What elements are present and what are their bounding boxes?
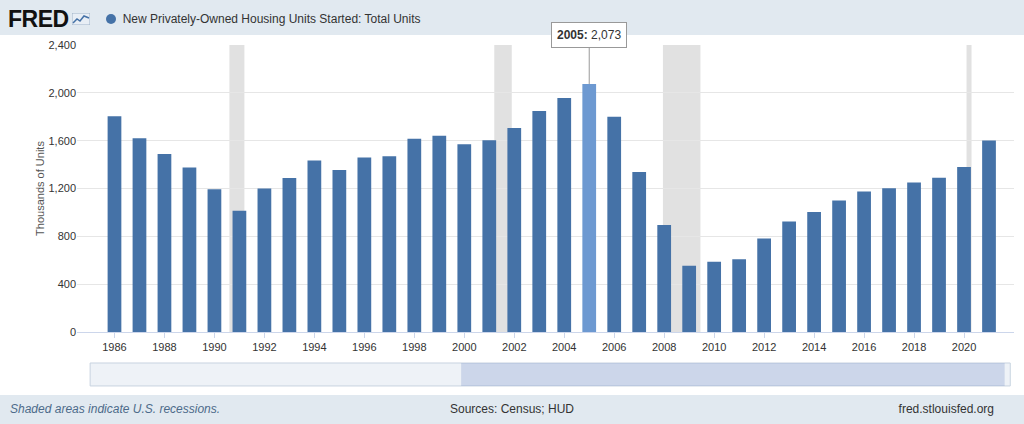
svg-text:2005: 2,073: 2005: 2,073 <box>557 28 621 42</box>
svg-text:1,200: 1,200 <box>48 182 76 194</box>
html-text:New Privately-Owned Housing Un: New Privately-Owned Housing Units Starte… <box>122 12 421 26</box>
svg-text:1998: 1998 <box>402 341 426 353</box>
svg-text:2008: 2008 <box>652 341 676 353</box>
svg-text:1990: 1990 <box>202 341 226 353</box>
svg-text:2,000: 2,000 <box>48 87 76 99</box>
svg-text:800: 800 <box>58 230 76 242</box>
svg-text:400: 400 <box>58 278 76 290</box>
svg-text:1986: 1986 <box>102 341 126 353</box>
svg-text:2,400: 2,400 <box>48 39 76 51</box>
html-text:Shaded areas indicate U.S. rec: Shaded areas indicate U.S. recessions. <box>10 402 221 416</box>
svg-text:2014: 2014 <box>802 341 826 353</box>
svg-text:1996: 1996 <box>352 341 376 353</box>
svg-text:1,600: 1,600 <box>48 135 76 147</box>
html-text:FRED: FRED <box>8 5 69 32</box>
html-text:Sources: Census; HUD: Sources: Census; HUD <box>450 402 574 416</box>
svg-text:1994: 1994 <box>302 341 326 353</box>
svg-text:2018: 2018 <box>902 341 926 353</box>
svg-text:1988: 1988 <box>152 341 176 353</box>
svg-text:Thousands of Units: Thousands of Units <box>34 141 46 236</box>
svg-text:2000: 2000 <box>452 341 476 353</box>
svg-text:2004: 2004 <box>552 341 576 353</box>
svg-text:2012: 2012 <box>752 341 776 353</box>
svg-text:1992: 1992 <box>252 341 276 353</box>
svg-text:2006: 2006 <box>602 341 626 353</box>
svg-text:2016: 2016 <box>852 341 876 353</box>
svg-text:2020: 2020 <box>952 341 976 353</box>
svg-text:2002: 2002 <box>502 341 526 353</box>
svg-text:2010: 2010 <box>702 341 726 353</box>
html-text:fred.stlouisfed.org: fred.stlouisfed.org <box>898 402 994 416</box>
svg-text:0: 0 <box>70 326 76 338</box>
